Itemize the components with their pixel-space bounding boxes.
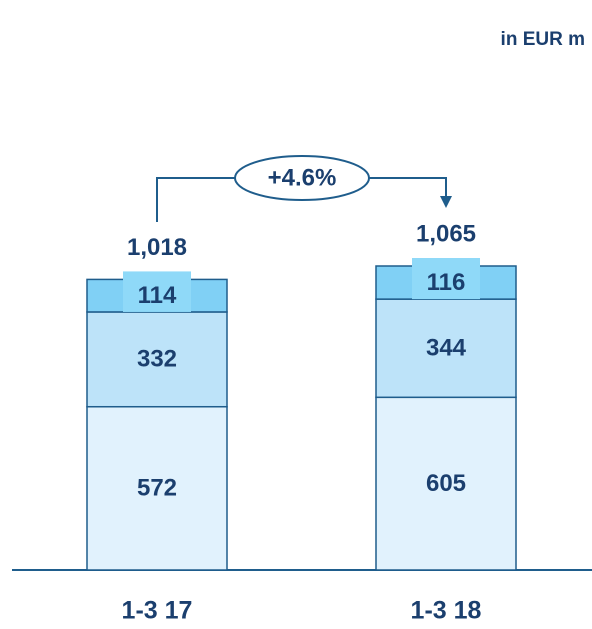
bar-segment xyxy=(86,405,228,571)
total-label: 1,018 xyxy=(127,234,187,261)
bar-segment xyxy=(86,311,228,408)
label-highlight xyxy=(412,258,480,300)
growth-bracket xyxy=(156,177,447,222)
segment-label: 116 xyxy=(427,269,466,296)
segment-label: 114 xyxy=(138,282,177,309)
label-highlight xyxy=(123,271,191,312)
x-tick-label: 1-3 18 xyxy=(411,597,482,625)
segment-label: 344 xyxy=(426,335,467,362)
growth-label: +4.6% xyxy=(268,164,337,191)
growth-arrow xyxy=(440,196,452,208)
bar-segment xyxy=(375,396,517,571)
segment-label: 572 xyxy=(137,475,177,502)
segment-label: 605 xyxy=(426,470,466,497)
unit-label: in EUR m xyxy=(501,29,585,50)
segment-label: 332 xyxy=(137,346,177,373)
x-tick-label: 1-3 17 xyxy=(122,597,193,625)
growth-bubble xyxy=(234,155,370,201)
bar-segment xyxy=(375,298,517,399)
total-label: 1,065 xyxy=(416,220,476,247)
